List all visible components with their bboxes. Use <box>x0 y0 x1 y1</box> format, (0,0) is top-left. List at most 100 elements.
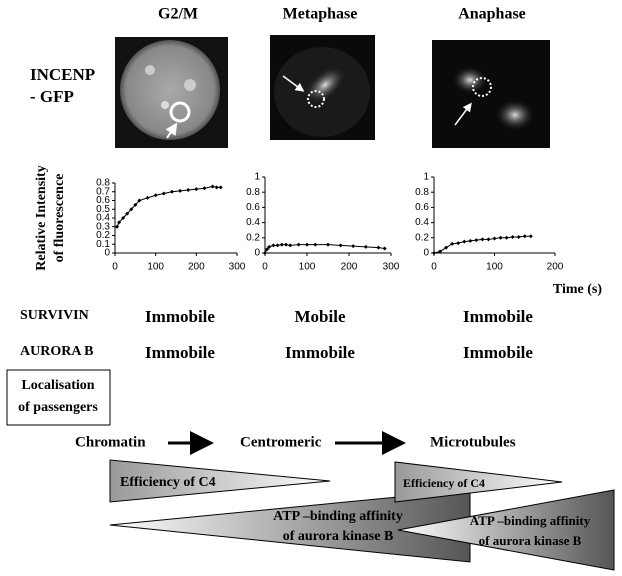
data-point <box>296 242 301 247</box>
x-tick-label: 100 <box>147 262 164 273</box>
box-text: Localisation <box>21 378 94 393</box>
data-point <box>326 242 330 247</box>
x-tick-label: 300 <box>383 262 400 273</box>
column-title: Anaphase <box>458 6 526 23</box>
data-point <box>117 220 122 225</box>
triangle-label: ATP –binding affinity <box>470 513 591 528</box>
triangle-label: of aurora kinase B <box>283 529 394 544</box>
y-tick-label: 0.6 <box>96 195 110 206</box>
data-point <box>284 242 288 247</box>
x-tick-label: 300 <box>229 262 246 273</box>
y-axis-label: of fluorescence <box>52 174 67 263</box>
data-point <box>528 234 533 239</box>
data-point <box>462 239 467 244</box>
x-tick-label: 100 <box>486 262 503 273</box>
y-tick-label: 0.8 <box>415 187 429 198</box>
data-point <box>137 198 142 203</box>
row-value: Immobile <box>285 343 355 362</box>
data-point <box>516 235 521 240</box>
triangle-label: Efficiency of C4 <box>120 475 216 490</box>
x-tick-label: 0 <box>112 262 118 273</box>
data-point <box>115 224 120 229</box>
flow-step: Chromatin <box>75 434 146 450</box>
y-tick-label: 0.1 <box>96 239 110 250</box>
probe-label: INCENP <box>30 65 95 84</box>
data-point <box>194 187 199 192</box>
flow-step: Microtubules <box>430 434 516 450</box>
data-point <box>279 242 284 247</box>
y-tick-label: 0.6 <box>415 202 429 213</box>
data-point <box>202 186 207 191</box>
y-tick-label: 0 <box>104 248 110 259</box>
y-tick-label: 0.2 <box>96 230 110 241</box>
y-tick-label: 0.7 <box>96 186 110 197</box>
triangle <box>109 459 331 503</box>
data-point <box>492 236 497 241</box>
data-point <box>265 247 270 252</box>
data-point <box>504 235 509 240</box>
y-tick-label: 0.8 <box>246 187 260 198</box>
data-point <box>444 245 449 250</box>
data-point <box>267 244 272 249</box>
data-point <box>432 251 436 255</box>
micrograph <box>115 37 228 148</box>
y-tick-label: 1 <box>423 172 429 183</box>
triangle <box>394 461 563 503</box>
data-point <box>456 241 461 246</box>
x-tick-label: 100 <box>299 262 316 273</box>
y-tick-label: 0.2 <box>246 232 260 243</box>
data-point <box>161 191 166 196</box>
data-point <box>450 241 455 246</box>
data-point <box>153 193 158 198</box>
row-value: Immobile <box>145 343 215 362</box>
data-point <box>498 235 503 240</box>
x-tick-label: 200 <box>547 262 564 273</box>
data-point <box>271 243 276 248</box>
probe-label: - GFP <box>30 87 74 106</box>
y-tick-label: 0.3 <box>96 221 110 232</box>
data-point <box>125 211 130 216</box>
data-point <box>129 207 134 212</box>
y-tick-label: 0 <box>254 248 260 259</box>
row-label: AURORA B <box>20 344 94 359</box>
row-value: Immobile <box>463 307 533 326</box>
data-point <box>486 237 491 242</box>
data-point <box>480 237 485 242</box>
micrograph <box>270 35 375 140</box>
y-tick-label: 1 <box>254 172 260 183</box>
y-axis-label: Relative Intensity <box>34 165 49 270</box>
data-point <box>178 188 183 193</box>
x-tick-label: 0 <box>262 262 268 273</box>
data-point <box>288 243 293 248</box>
column-title: G2/M <box>158 6 198 23</box>
data-point <box>210 184 215 189</box>
x-tick-label: 200 <box>341 262 358 273</box>
y-tick-label: 0.4 <box>246 217 260 228</box>
flow-step: Centromeric <box>240 434 322 450</box>
data-point <box>438 249 443 254</box>
data-point <box>313 242 318 247</box>
y-tick-label: 0.8 <box>96 178 110 189</box>
y-tick-label: 0.4 <box>415 217 429 228</box>
data-point <box>305 242 309 247</box>
data-line <box>116 185 221 227</box>
data-point <box>468 238 473 243</box>
triangle-label: of aurora kinase B <box>479 533 582 548</box>
data-point <box>186 188 191 192</box>
data-point <box>121 216 126 220</box>
localisation-box <box>6 369 111 426</box>
y-tick-label: 0.2 <box>415 232 429 243</box>
row-value: Mobile <box>295 307 346 326</box>
data-point <box>474 238 479 243</box>
data-point <box>363 244 368 249</box>
data-point <box>169 189 174 194</box>
box-text: of passengers <box>18 400 98 415</box>
row-value: Immobile <box>145 307 215 326</box>
x-axis-label: Time (s) <box>553 282 602 297</box>
data-point <box>263 251 267 255</box>
micrograph <box>432 40 550 148</box>
charts: 00.10.20.30.40.50.60.70.80 100 200 300Relat… <box>34 165 602 297</box>
triangle <box>397 489 615 571</box>
data-point <box>275 243 280 248</box>
